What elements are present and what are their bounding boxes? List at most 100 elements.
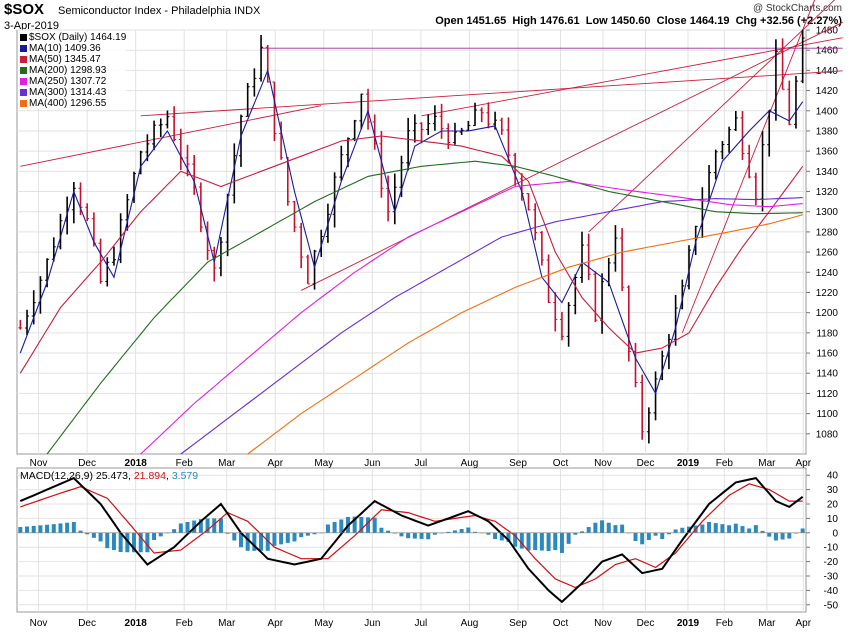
price-y-tick-label: 1240 (816, 268, 839, 279)
macd-histogram-bar (132, 532, 137, 553)
macd-histogram-bar (680, 527, 685, 533)
price-y-tick-label: 1320 (816, 187, 839, 198)
macd-histogram-bar (646, 532, 651, 540)
macd-histogram-bar (372, 517, 377, 533)
macd-histogram-bar (573, 532, 578, 535)
macd-legend-signal: 21.894 (133, 470, 166, 482)
macd-histogram-bar (125, 532, 130, 553)
macd-histogram-bar (406, 532, 411, 539)
high-label: High (512, 15, 537, 27)
legend-swatch (20, 56, 27, 63)
price-y-tick-label: 1300 (816, 207, 839, 218)
legend-label: MA(400) 1296.55 (29, 98, 107, 109)
legend-label: MA(300) 1314.43 (29, 87, 107, 98)
macd-histogram-bar (606, 522, 611, 533)
price-x-tick-label: Sep (509, 458, 527, 469)
close-value: 1464.19 (689, 15, 730, 27)
macd-histogram-bar (272, 532, 277, 546)
high-value: 1476.61 (539, 15, 580, 27)
macd-histogram-bar (178, 523, 183, 533)
macd-histogram-bar (432, 532, 437, 535)
macd-x-tick-label: Apr (795, 618, 811, 629)
macd-y-tick-label: -30 (824, 572, 839, 583)
price-y-tick-label: 1200 (816, 308, 839, 319)
macd-histogram-bar (105, 532, 110, 549)
low-value: 1450.60 (610, 15, 651, 27)
trendline (300, 21, 843, 291)
macd-histogram-bar (238, 532, 243, 548)
macd-histogram-bar (18, 527, 23, 533)
macd-histogram-bar (800, 528, 805, 533)
macd-histogram-bar (111, 532, 116, 551)
price-x-tick-label: Apr (795, 458, 811, 469)
macd-histogram-bar (559, 532, 564, 553)
ma-line-ma300 (180, 197, 803, 455)
trendline (20, 105, 322, 167)
legend-swatch (20, 89, 27, 96)
macd-histogram-bar (145, 532, 150, 553)
macd-y-tick-label: -20 (824, 557, 839, 568)
legend-swatch (20, 67, 27, 74)
macd-histogram-bar (419, 532, 424, 539)
macd-histogram-bar (666, 532, 671, 535)
macd-histogram-bar (305, 532, 310, 536)
legend-item: MA(300) 1314.43 (20, 87, 126, 98)
macd-histogram-bar (91, 532, 96, 538)
macd-histogram-bar (118, 532, 123, 552)
legend-swatch (20, 100, 27, 107)
macd-histogram-bar (265, 532, 270, 551)
price-y-tick-label: 1420 (816, 86, 839, 97)
macd-histogram-bar (473, 531, 478, 533)
macd-histogram-bar (600, 520, 605, 533)
legend-item: MA(10) 1409.36 (20, 43, 126, 54)
change-value: +32.56 (+2.27%) (760, 15, 842, 27)
price-x-tick-label: Mar (218, 458, 236, 469)
ma-line-ma200 (46, 160, 803, 455)
macd-histogram-bar (359, 516, 364, 533)
macd-histogram-bar (673, 529, 678, 533)
macd-histogram-bar (299, 532, 304, 538)
macd-histogram-bar (366, 517, 371, 533)
trendline (588, 0, 836, 233)
macd-histogram-bar (566, 532, 571, 544)
macd-histogram-bar (506, 532, 511, 542)
macd-histogram-bar (232, 532, 237, 541)
macd-x-tick-label: Dec (78, 618, 96, 629)
macd-histogram-bar (158, 532, 163, 537)
macd-histogram-bar (767, 532, 772, 537)
legend-swatch (20, 45, 27, 52)
macd-histogram-bar (446, 531, 451, 533)
ma-line-ma250 (140, 180, 803, 455)
price-y-tick-label: 1280 (816, 227, 839, 238)
price-x-tick-label: Jul (415, 458, 428, 469)
price-x-tick-label: Feb (176, 458, 194, 469)
price-y-tick-label: 1400 (816, 106, 839, 117)
price-x-tick-label: Oct (553, 458, 569, 469)
legend-label: $SOX (Daily) 1464.19 (29, 32, 127, 43)
macd-histogram-bar (185, 522, 190, 533)
price-x-tick-label: Dec (637, 458, 655, 469)
macd-histogram-bar (386, 530, 391, 533)
macd-x-tick-label: Feb (176, 618, 194, 629)
macd-histogram-bar (51, 524, 56, 533)
macd-legend-label: MACD(12,26,9) (20, 470, 93, 482)
macd-histogram-bar (212, 518, 217, 533)
macd-x-tick-label: Nov (594, 618, 612, 629)
macd-y-tick-label: -10 (824, 543, 839, 554)
macd-histogram-bar (727, 525, 732, 533)
macd-histogram-bar (513, 532, 518, 547)
price-y-tick-label: 1380 (816, 126, 839, 137)
macd-histogram-bar (773, 532, 778, 541)
macd-histogram-bar (152, 532, 157, 540)
macd-histogram-bar (379, 527, 384, 533)
macd-x-tick-label: 2018 (125, 618, 148, 629)
price-y-tick-label: 1080 (816, 429, 839, 440)
macd-histogram-bar (412, 532, 417, 539)
price-y-tick-label: 1140 (816, 369, 838, 380)
macd-histogram-bar (760, 530, 765, 533)
macd-x-tick-label: Mar (218, 618, 236, 629)
price-x-tick-label: Apr (267, 458, 283, 469)
macd-histogram-bar (493, 532, 498, 540)
macd-histogram-bar (640, 532, 645, 545)
